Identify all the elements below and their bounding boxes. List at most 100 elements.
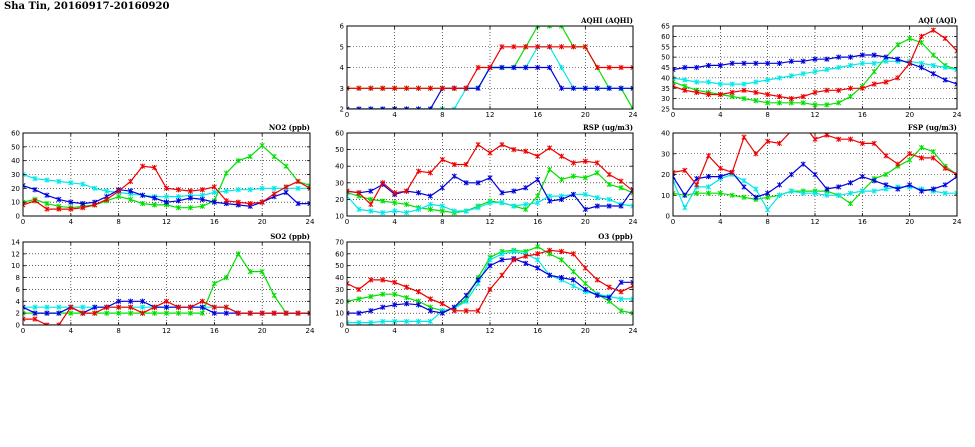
data-point <box>547 44 553 50</box>
data-point <box>56 196 62 202</box>
data-point <box>140 304 146 310</box>
data-point <box>618 203 624 209</box>
data-point <box>547 26 553 29</box>
data-point <box>211 280 217 287</box>
data-point <box>223 170 229 176</box>
data-point <box>32 316 38 322</box>
data-point <box>630 85 633 91</box>
x-tick-label: 8 <box>440 327 444 335</box>
data-point <box>128 178 134 185</box>
data-point <box>499 251 505 257</box>
y-tick-label: 20 <box>11 185 20 193</box>
data-point <box>741 81 747 87</box>
data-point <box>523 185 529 191</box>
data-point <box>295 185 301 191</box>
data-point <box>247 187 253 193</box>
data-point <box>717 165 723 171</box>
data-point <box>871 140 877 146</box>
data-point <box>44 206 50 212</box>
data-point <box>788 96 794 102</box>
data-point <box>356 320 362 325</box>
data-point <box>673 79 676 85</box>
y-tick-label: 4 <box>340 64 345 72</box>
data-point <box>104 188 110 194</box>
data-point <box>499 64 505 71</box>
data-point <box>942 64 948 71</box>
data-point <box>535 244 541 250</box>
data-point <box>23 304 26 310</box>
data-point <box>475 64 481 71</box>
data-point <box>451 106 457 109</box>
data-point <box>954 190 957 196</box>
data-point <box>392 200 398 206</box>
y-tick-label: 25 <box>661 106 670 114</box>
data-point <box>717 91 723 98</box>
y-tick-label: 10 <box>335 213 344 221</box>
data-point <box>487 150 493 156</box>
y-tick-label: 10 <box>335 310 344 318</box>
data-point <box>223 304 229 310</box>
data-point <box>776 140 783 146</box>
data-point <box>594 160 600 166</box>
data-point <box>427 296 433 302</box>
data-point <box>475 205 481 211</box>
data-point <box>694 89 700 95</box>
data-point <box>606 203 612 209</box>
data-point <box>347 188 350 194</box>
data-point <box>404 318 410 325</box>
data-point <box>558 248 565 255</box>
x-tick-label: 12 <box>486 111 495 119</box>
y-tick-label: 65 <box>661 23 670 31</box>
data-point <box>175 198 182 204</box>
data-point <box>151 304 158 310</box>
data-point <box>295 310 301 316</box>
data-point <box>883 171 889 178</box>
x-tick-label: 4 <box>392 111 397 119</box>
data-point <box>930 155 936 161</box>
data-point <box>776 75 783 81</box>
data-point <box>128 188 134 194</box>
data-point <box>451 85 457 91</box>
data-point <box>558 274 565 281</box>
x-tick-label: 20 <box>258 218 267 226</box>
data-point <box>824 87 830 93</box>
data-point <box>705 153 712 159</box>
data-point <box>404 201 410 207</box>
data-point <box>800 58 806 64</box>
series-group <box>673 122 957 213</box>
data-point <box>682 77 688 83</box>
data-point <box>499 257 505 263</box>
data-point <box>729 192 735 198</box>
y-tick-label: 70 <box>335 239 344 247</box>
data-point <box>682 192 688 198</box>
data-point <box>741 60 747 66</box>
data-point <box>753 89 759 95</box>
data-point <box>682 205 688 211</box>
data-point <box>140 163 146 169</box>
data-point <box>415 206 422 212</box>
chart-title: SO2 (ppb) <box>270 232 310 241</box>
data-point <box>558 176 565 183</box>
chart-title: AQHI (AQHI) <box>580 16 633 25</box>
y-tick-label: 30 <box>335 286 344 294</box>
data-point <box>271 191 277 197</box>
data-point <box>618 308 624 314</box>
data-point <box>930 27 936 33</box>
data-point <box>32 304 38 310</box>
data-point <box>392 190 398 196</box>
data-point <box>801 122 805 127</box>
data-point <box>582 158 588 164</box>
data-point <box>295 178 301 185</box>
x-tick-label: 12 <box>811 218 820 226</box>
data-point <box>68 206 74 212</box>
data-point <box>404 188 410 194</box>
data-point <box>535 251 541 257</box>
data-point <box>163 194 170 200</box>
data-point <box>356 85 362 91</box>
data-point <box>499 272 505 278</box>
data-point <box>523 148 529 154</box>
data-point <box>271 310 277 316</box>
y-tick-label: 2 <box>16 310 20 318</box>
data-point <box>475 180 481 186</box>
data-point <box>800 71 806 77</box>
